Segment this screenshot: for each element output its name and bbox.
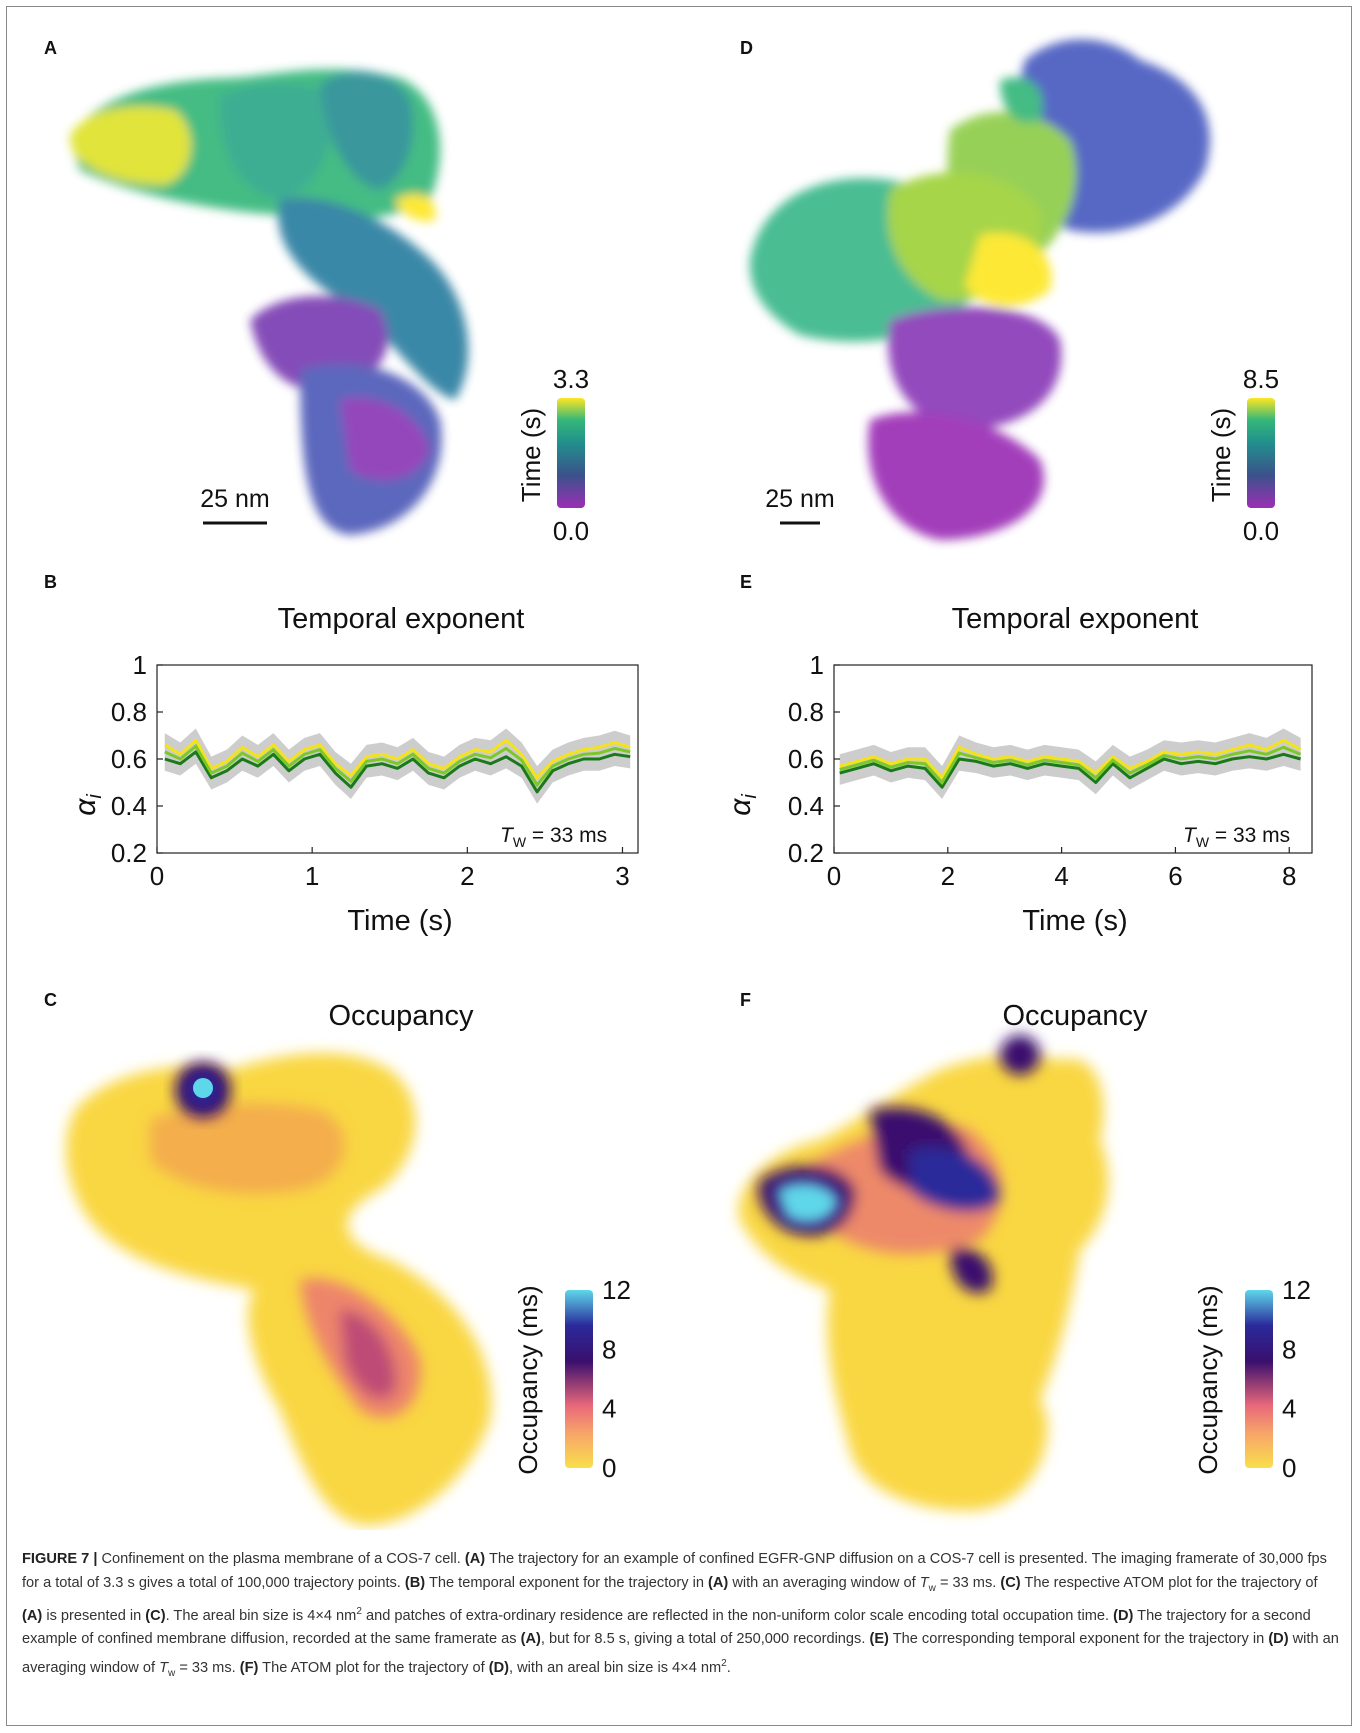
occupancy-area-c — [66, 1053, 492, 1526]
colorbar-a — [557, 398, 585, 508]
colorbar-min-a: 0.0 — [553, 516, 589, 546]
trajectory-cloud-a — [70, 69, 469, 535]
window-annotation-e: TW = 33 ms — [1183, 824, 1290, 850]
series-line-e-1 — [839, 752, 1301, 789]
x-tick-label-b: 2 — [460, 861, 474, 891]
temporal-exponent-chart-e: Temporal exponent 0.20.40.60.810 2 4 6 8 αi … — [724, 603, 1313, 937]
series-line-e-2 — [839, 738, 1302, 780]
y-tick-label-e: 1 — [810, 650, 824, 680]
y-tick-label-b: 0.2 — [111, 838, 147, 868]
scalebar-label-a: 25 nm — [200, 485, 269, 513]
panel-letter-c: C — [44, 990, 57, 1010]
x-tick-label-b: 3 — [615, 861, 629, 891]
colorbar-title-c: Occupancy (ms) — [513, 1285, 543, 1474]
y-tick-label-b: 0.4 — [111, 791, 147, 821]
occupancy-area-f — [738, 1035, 1109, 1511]
trajectory-panel-d: 25 nm 8.5 0.0 Time (s) — [749, 39, 1279, 546]
x-tick-label-b: 1 — [305, 861, 319, 891]
colorbar-tick-f: 8 — [1282, 1334, 1296, 1364]
occupancy-heatmap-f: Occupancy 0 4 8 12 Occupancy (ms) — [738, 1000, 1311, 1511]
x-tick-label-e: 2 — [941, 861, 955, 891]
y-tick-label-e: 0.2 — [788, 838, 824, 868]
y-tick-label-e: 0.8 — [788, 697, 824, 727]
colorbar-f — [1245, 1290, 1273, 1468]
y-tick-label-e: 0.6 — [788, 744, 824, 774]
scalebar-label-d: 25 nm — [765, 485, 834, 513]
y-axis-label-b: αi — [69, 794, 106, 816]
panel-letter-d: D — [740, 38, 753, 58]
figure-frame — [6, 6, 1352, 1726]
panel-letter-a: A — [44, 38, 57, 58]
colorbar-min-d: 0.0 — [1243, 516, 1279, 546]
colorbar-tick-f: 0 — [1282, 1453, 1296, 1483]
colorbar-max-a: 3.3 — [553, 364, 589, 394]
panel-letter-f: F — [740, 990, 751, 1010]
colorbar-tick-f: 4 — [1282, 1394, 1296, 1424]
series-line-b-1 — [164, 750, 631, 794]
x-tick-label-e: 6 — [1168, 861, 1182, 891]
series-line-b-2 — [164, 738, 631, 780]
x-axis-label-e: Time (s) — [1022, 905, 1127, 937]
panel-letter-b: B — [44, 572, 57, 592]
colorbar-tick-f: 12 — [1282, 1275, 1311, 1305]
chart-title-b: Temporal exponent — [278, 603, 525, 635]
colorbar-c — [565, 1290, 593, 1468]
colorbar-max-d: 8.5 — [1243, 364, 1279, 394]
colorbar-tick-c: 4 — [602, 1394, 616, 1424]
trajectory-panel-a: 25 nm 3.3 0.0 Time (s) — [70, 69, 589, 546]
y-axis-label-e: αi — [724, 794, 761, 816]
x-tick-label-e: 0 — [827, 861, 841, 891]
y-tick-label-b: 0.6 — [111, 744, 147, 774]
occupancy-heatmap-c: Occupancy 0 4 8 12 Occupancy (ms) — [66, 1000, 631, 1526]
x-tick-label-b: 0 — [150, 861, 164, 891]
y-tick-label-e: 0.4 — [788, 791, 824, 821]
figure-caption: FIGURE 7 | Confinement on the plasma mem… — [22, 1551, 1339, 1679]
colorbar-title-d: Time (s) — [1206, 408, 1236, 502]
x-axis-label-b: Time (s) — [347, 905, 452, 937]
colorbar-title-a: Time (s) — [516, 408, 546, 502]
colorbar-tick-c: 0 — [602, 1453, 616, 1483]
panel-letter-e: E — [740, 572, 753, 592]
window-annotation-b: TW = 33 ms — [500, 824, 607, 850]
heatmap-title-f: Occupancy — [1002, 1000, 1148, 1032]
colorbar-tick-c: 8 — [602, 1334, 616, 1364]
x-tick-label-e: 8 — [1282, 861, 1296, 891]
colorbar-title-f: Occupancy (ms) — [1193, 1285, 1223, 1474]
x-tick-label-e: 4 — [1054, 861, 1068, 891]
colorbar-d — [1247, 398, 1275, 508]
y-tick-label-b: 1 — [133, 650, 147, 680]
colorbar-tick-c: 12 — [602, 1275, 631, 1305]
chart-title-e: Temporal exponent — [952, 603, 1199, 635]
temporal-exponent-chart-b: Temporal exponent 0.2 0.4 0.6 0.8 1 0 1 2 3 αi T… — [69, 603, 639, 937]
series-line-e-mean — [839, 745, 1302, 786]
y-tick-label-b: 0.8 — [111, 697, 147, 727]
series-line-b-mean — [164, 743, 631, 788]
heatmap-title-c: Occupancy — [328, 1000, 474, 1032]
trajectory-cloud-d — [749, 39, 1210, 540]
